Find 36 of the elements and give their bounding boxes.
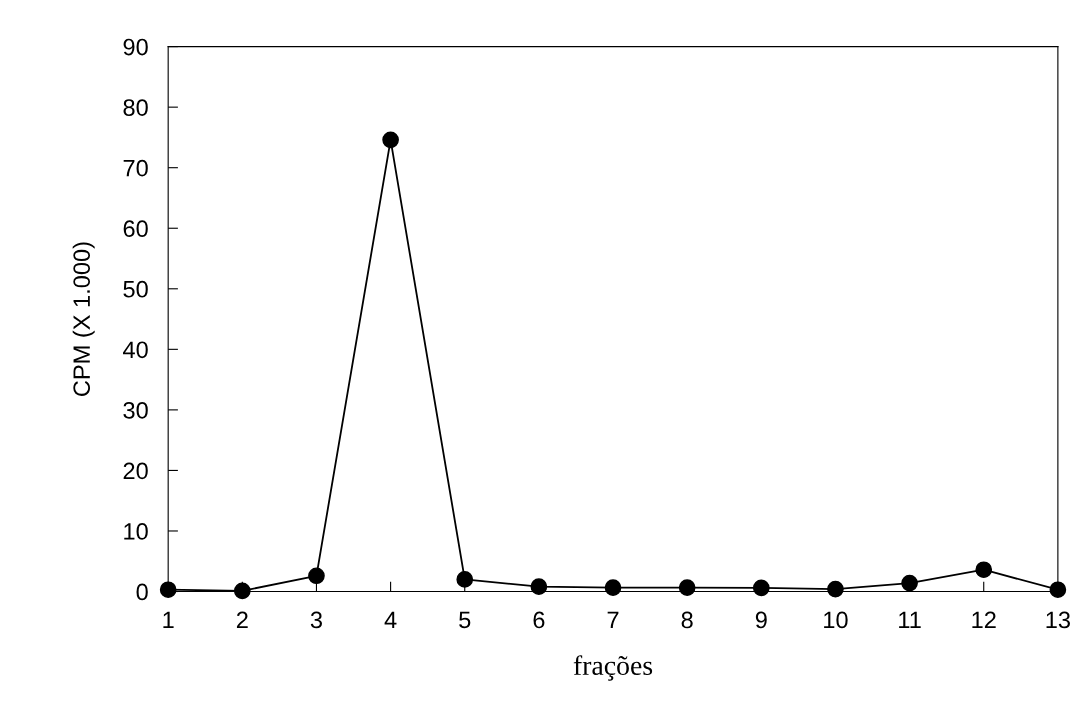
y-tick-label: 10 xyxy=(124,523,148,540)
x-tick-label: 12 xyxy=(972,611,996,629)
point xyxy=(827,580,844,598)
x-tick-label: 4 xyxy=(384,611,397,629)
y-tick-label: 0 xyxy=(136,583,148,601)
point xyxy=(975,561,993,579)
y-tick-label: 70 xyxy=(123,159,148,177)
point xyxy=(604,579,622,596)
point xyxy=(308,567,325,585)
y-tick-label: 90 xyxy=(123,38,148,56)
y-tick-label: 30 xyxy=(123,401,148,419)
x-tick-label: 3 xyxy=(310,611,322,629)
point xyxy=(233,582,251,600)
y-tick-label: 50 xyxy=(123,280,148,298)
x-tick-label: 5 xyxy=(459,611,471,629)
y-tick-label: 40 xyxy=(123,341,148,359)
x-tick-label: 11 xyxy=(899,611,921,629)
x-tick-label: 1 xyxy=(163,611,174,629)
x-tick-label: 8 xyxy=(681,611,693,629)
x-tick-label: 13 xyxy=(1046,611,1070,629)
y-axis-title: CPM (X 1.000) xyxy=(72,242,95,396)
y-tick-label: 20 xyxy=(123,462,148,480)
y-tick-label: 60 xyxy=(123,220,148,238)
x-tick-label: 2 xyxy=(236,611,248,629)
point xyxy=(901,574,918,592)
x-axis-title: frações xyxy=(573,655,653,681)
x-tick-label: 6 xyxy=(533,611,545,629)
point xyxy=(382,131,399,149)
point xyxy=(530,578,548,596)
x-tick-label: 10 xyxy=(824,611,848,629)
y-tick-label: 80 xyxy=(123,99,148,116)
x-tick-label: 7 xyxy=(607,611,619,629)
point xyxy=(752,579,770,597)
point xyxy=(456,571,474,588)
x-tick-label: 9 xyxy=(755,611,767,629)
point xyxy=(678,579,696,596)
